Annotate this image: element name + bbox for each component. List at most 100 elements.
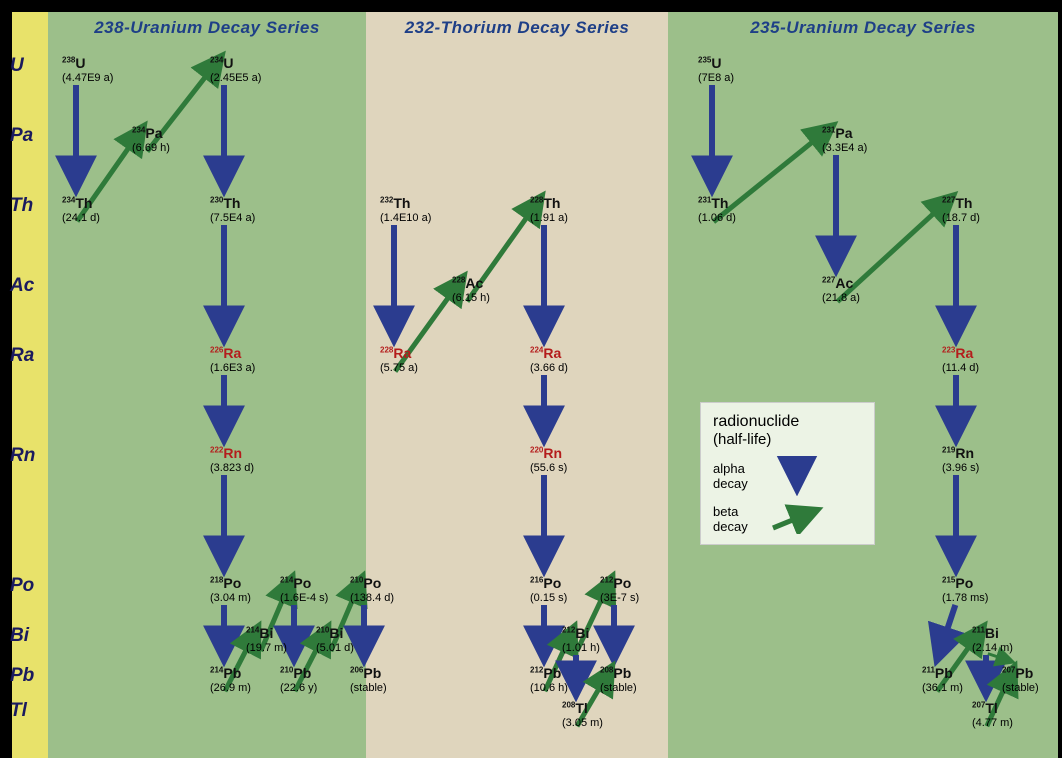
mass-number: 226	[210, 346, 223, 355]
element-symbol: Pb	[1015, 665, 1033, 681]
half-life: (1.4E10 a)	[380, 212, 431, 225]
element-symbol: Ra	[223, 345, 241, 361]
nuclide-pb207: 207Pb(stable)	[1002, 665, 1039, 695]
element-symbol: Th	[955, 195, 972, 211]
element-symbol: Tl	[575, 700, 587, 716]
nuclide-tl208: 208Tl(3.05 m)	[562, 700, 603, 730]
element-symbol: Bi	[575, 625, 589, 641]
legend-beta-row: beta decay	[713, 504, 862, 534]
half-life: (7.5E4 a)	[210, 212, 255, 225]
element-symbol: Pb	[935, 665, 953, 681]
element-symbol: Th	[393, 195, 410, 211]
nuclide-ra228: 228Ra(5.75 a)	[380, 345, 418, 375]
nuclide-pb211: 211Pb(36.1 m)	[922, 665, 963, 695]
mass-number: 208	[600, 666, 613, 675]
element-symbol: Bi	[259, 625, 273, 641]
mass-number: 238	[62, 56, 75, 65]
row-label-Bi: Bi	[10, 625, 29, 647]
element-symbol: Pb	[223, 665, 241, 681]
legend-subtitle: (half-life)	[713, 431, 862, 448]
element-symbol: Po	[293, 575, 311, 591]
half-life: (stable)	[350, 682, 387, 695]
mass-number: 228	[380, 346, 393, 355]
half-life: (5.01 d)	[316, 642, 354, 655]
mass-number: 211	[972, 626, 985, 635]
diagram-frame: 238-Uranium Decay Series232-Thorium Deca…	[4, 4, 1058, 754]
legend-title: radionuclide	[713, 413, 862, 431]
half-life: (5.75 a)	[380, 362, 418, 375]
row-label-Th: Th	[10, 195, 33, 217]
element-symbol: Th	[75, 195, 92, 211]
element-symbol: U	[223, 55, 233, 71]
element-symbol: U	[75, 55, 85, 71]
nuclide-pb208: 208Pb(stable)	[600, 665, 637, 695]
half-life: (2.45E5 a)	[210, 72, 261, 85]
element-symbol: Th	[223, 195, 240, 211]
mass-number: 235	[698, 56, 711, 65]
half-life: (3.96 s)	[942, 462, 979, 475]
element-symbol: Ac	[835, 275, 853, 291]
mass-number: 214	[210, 666, 223, 675]
mass-number: 214	[280, 576, 293, 585]
half-life: (36.1 m)	[922, 682, 963, 695]
nuclide-ra226: 226Ra(1.6E3 a)	[210, 345, 255, 375]
element-symbol: Th	[543, 195, 560, 211]
element-symbol: Ac	[465, 275, 483, 291]
half-life: (1.6E-4 s)	[280, 592, 328, 605]
half-life: (1.06 d)	[698, 212, 736, 225]
beta-arrow-icon	[767, 504, 827, 534]
half-life: (7E8 a)	[698, 72, 734, 85]
nuclide-u238: 238U(4.47E9 a)	[62, 55, 113, 85]
half-life: (1.91 a)	[530, 212, 568, 225]
mass-number: 206	[350, 666, 363, 675]
nuclide-th227: 227Th(18.7 d)	[942, 195, 980, 225]
mass-number: 211	[922, 666, 935, 675]
half-life: (24.1 d)	[62, 212, 100, 225]
nuclide-th234: 234Th(24.1 d)	[62, 195, 100, 225]
element-symbol: Ra	[955, 345, 973, 361]
element-symbol: Po	[613, 575, 631, 591]
nuclide-tl207: 207Tl(4.77 m)	[972, 700, 1013, 730]
half-life: (3.823 d)	[210, 462, 254, 475]
legend-alpha-label: alpha decay	[713, 461, 759, 491]
nuclide-po210: 210Po(138.4 d)	[350, 575, 394, 605]
element-symbol: U	[711, 55, 721, 71]
mass-number: 215	[942, 576, 955, 585]
mass-number: 227	[942, 196, 955, 205]
nuclide-bi211: 211Bi(2.14 m)	[972, 625, 1013, 655]
element-symbol: Po	[223, 575, 241, 591]
half-life: (3.04 m)	[210, 592, 251, 605]
mass-number: 220	[530, 446, 543, 455]
nuclide-u235: 235U(7E8 a)	[698, 55, 734, 85]
element-symbol: Po	[363, 575, 381, 591]
legend-beta-label: beta decay	[713, 504, 759, 534]
nuclide-bi212: 212Bi(1.01 h)	[562, 625, 600, 655]
row-label-Ac: Ac	[10, 275, 34, 297]
nuclide-po218: 218Po(3.04 m)	[210, 575, 251, 605]
element-symbol: Pb	[363, 665, 381, 681]
element-symbol: Po	[543, 575, 561, 591]
mass-number: 210	[350, 576, 363, 585]
panel-title-u235: 235-Uranium Decay Series	[668, 18, 1058, 38]
nuclide-th232: 232Th(1.4E10 a)	[380, 195, 431, 225]
half-life: (1.78 ms)	[942, 592, 988, 605]
half-life: (18.7 d)	[942, 212, 980, 225]
row-label-Pa: Pa	[10, 125, 33, 147]
mass-number: 228	[452, 276, 465, 285]
element-symbol: Bi	[985, 625, 999, 641]
mass-number: 207	[972, 701, 985, 710]
nuclide-th228: 228Th(1.91 a)	[530, 195, 568, 225]
row-label-Tl: Tl	[10, 700, 27, 722]
mass-number: 224	[530, 346, 543, 355]
legend-box: radionuclide(half-life) alpha decay beta d…	[700, 402, 875, 545]
panel-title-u238: 238-Uranium Decay Series	[48, 18, 366, 38]
nuclide-th231: 231Th(1.06 d)	[698, 195, 736, 225]
row-label-U: U	[10, 55, 24, 77]
nuclide-rn219: 219Rn(3.96 s)	[942, 445, 979, 475]
half-life: (stable)	[600, 682, 637, 695]
half-life: (stable)	[1002, 682, 1039, 695]
mass-number: 231	[698, 196, 711, 205]
half-life: (11.4 d)	[942, 362, 979, 375]
nuclide-ac227: 227Ac(21.8 a)	[822, 275, 860, 305]
mass-number: 227	[822, 276, 835, 285]
